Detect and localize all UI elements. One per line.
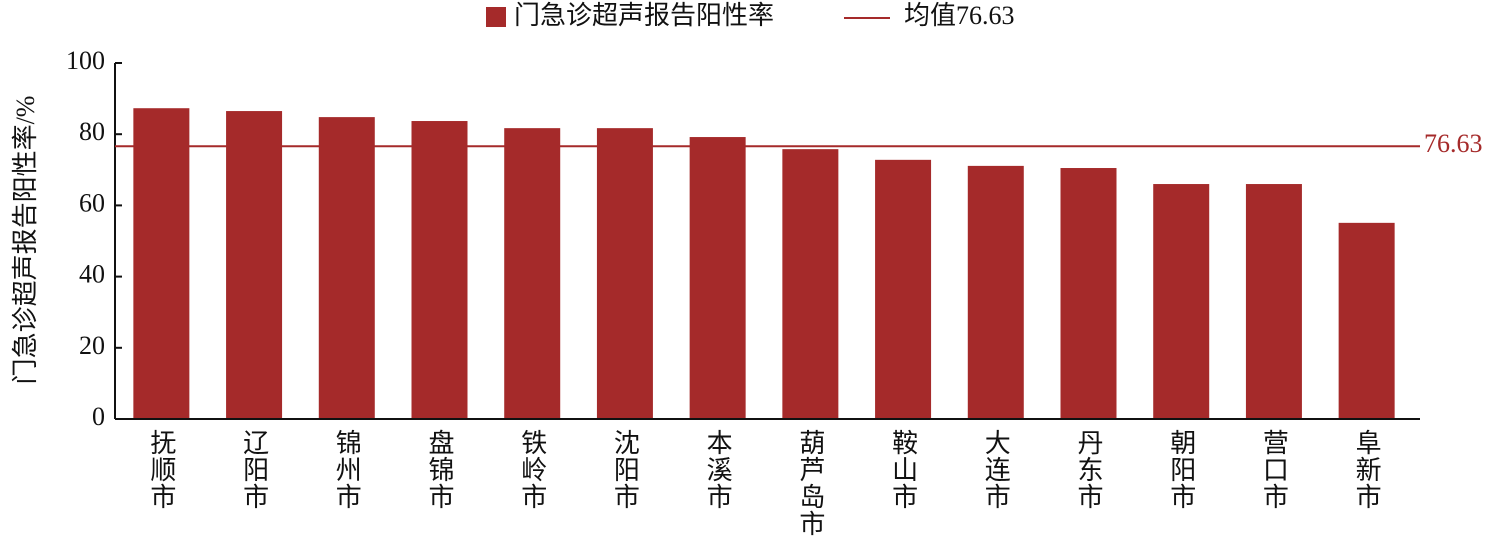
x-tick-label: 葫芦岛市: [796, 429, 825, 537]
bar: [689, 137, 746, 419]
legend-label: 门急诊超声报告阳性率: [514, 1, 774, 30]
x-tick-label: 锦州市: [332, 429, 361, 510]
bar: [782, 149, 839, 420]
y-axis-label: 门急诊超声报告阳性率/%: [11, 96, 40, 385]
y-tick-label: 100: [66, 46, 105, 75]
x-tick-label: 大连市: [981, 429, 1010, 510]
bar: [1060, 168, 1117, 419]
bar: [967, 165, 1024, 419]
bar: [596, 128, 653, 419]
x-tick-label: 朝阳市: [1167, 429, 1196, 510]
bar: [875, 159, 932, 419]
bar: [1245, 184, 1302, 419]
x-tick-label: 抚顺市: [147, 429, 176, 510]
x-tick-label: 辽阳市: [240, 429, 269, 510]
y-tick-label: 80: [79, 117, 105, 146]
bar: [411, 121, 468, 419]
x-tick-label: 沈阳市: [610, 429, 639, 510]
y-tick-label: 40: [79, 260, 105, 289]
bar: [133, 108, 190, 419]
bar: [504, 128, 561, 419]
legend-swatch: [486, 7, 506, 27]
x-tick-label: 丹东市: [1074, 429, 1103, 510]
bar: [1153, 184, 1210, 419]
bar: [226, 111, 283, 419]
y-tick-label: 20: [79, 331, 105, 360]
x-tick-label: 鞍山市: [889, 429, 918, 510]
x-tick-label: 本溪市: [703, 429, 732, 510]
y-tick-label: 0: [92, 402, 105, 431]
bar: [318, 117, 375, 419]
bar: [1338, 222, 1395, 419]
y-tick-label: 60: [79, 188, 105, 217]
mean-label: 76.63: [1424, 129, 1483, 158]
x-tick-label: 营口市: [1259, 429, 1288, 510]
x-tick-label: 阜新市: [1352, 429, 1381, 510]
x-tick-label: 盘锦市: [425, 429, 454, 510]
x-tick-label: 铁岭市: [518, 429, 547, 510]
legend-label: 均值76.63: [904, 1, 1015, 30]
